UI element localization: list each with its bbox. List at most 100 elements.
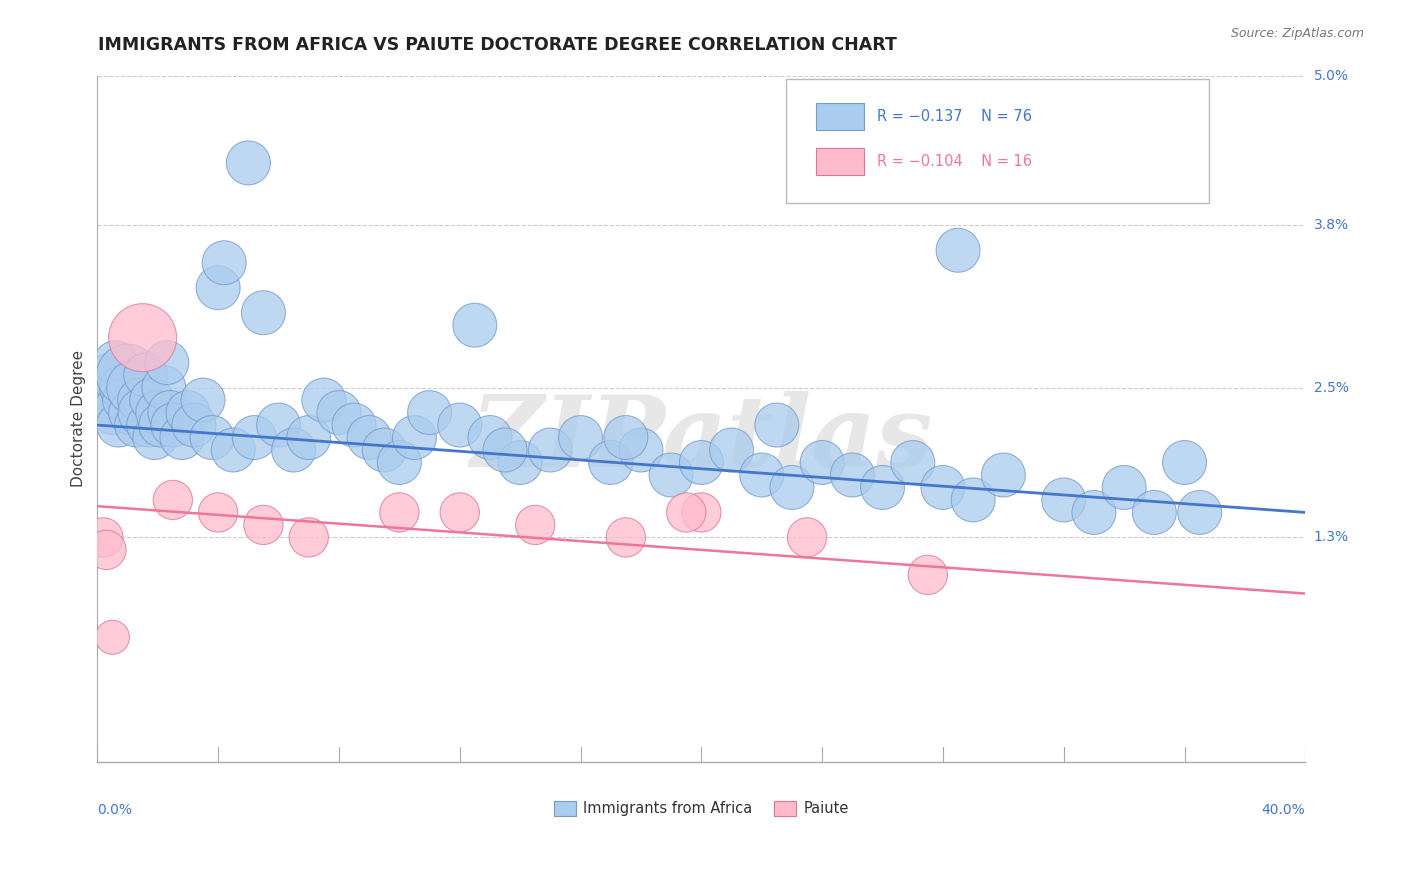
Point [101,630,124,644]
Point [125,418,148,433]
Point [524,517,547,532]
Legend: Immigrants from Africa, Paiute: Immigrants from Africa, Paiute [547,794,856,823]
Point [478,431,501,445]
Point [1083,505,1105,519]
Text: ZIPatlas: ZIPatlas [470,392,932,488]
Point [780,480,803,494]
Point [146,406,169,420]
Point [222,442,245,457]
Point [128,393,150,408]
Text: 1.3%: 1.3% [1313,531,1348,544]
Point [191,393,214,408]
Point [183,418,205,433]
Point [796,530,818,544]
Point [614,431,637,445]
Point [494,442,516,457]
Point [131,331,153,345]
Point [901,455,924,469]
Text: R = −0.104    N = 16: R = −0.104 N = 16 [876,153,1032,169]
Point [464,318,486,333]
Point [207,281,229,295]
Point [538,442,561,457]
Point [101,406,124,420]
Point [993,467,1015,482]
Point [449,418,471,433]
Point [252,306,274,320]
Point [96,393,118,408]
Point [388,455,411,469]
Point [946,244,969,258]
Point [117,368,139,383]
Point [131,406,153,420]
Point [122,381,145,395]
Point [1114,480,1136,494]
Text: IMMIGRANTS FROM AFRICA VS PAIUTE DOCTORATE DEGREE CORRELATION CHART: IMMIGRANTS FROM AFRICA VS PAIUTE DOCTORA… [98,36,897,54]
Point [1053,492,1076,507]
Point [156,356,179,370]
Point [1188,505,1211,519]
Text: 2.5%: 2.5% [1313,381,1348,394]
Point [690,455,713,469]
Point [298,530,321,544]
Point [359,431,381,445]
Point [93,530,115,544]
Point [614,530,637,544]
Point [312,393,335,408]
Point [207,505,229,519]
Point [509,455,531,469]
Text: R = −0.137    N = 76: R = −0.137 N = 76 [876,109,1032,124]
Point [159,406,181,420]
Point [659,467,682,482]
Point [143,431,166,445]
Point [238,156,260,170]
Point [114,393,136,408]
Point [872,480,894,494]
Text: Source: ZipAtlas.com: Source: ZipAtlas.com [1230,27,1364,40]
Point [419,406,441,420]
Point [177,406,200,420]
Point [104,356,127,370]
Point [212,256,235,270]
Point [404,431,426,445]
Point [841,467,863,482]
Point [138,418,160,433]
Point [110,381,132,395]
Point [252,517,274,532]
Point [1143,505,1166,519]
Text: 3.8%: 3.8% [1313,219,1348,232]
Point [388,505,411,519]
Point [162,492,184,507]
FancyBboxPatch shape [815,147,865,175]
Text: 0.0%: 0.0% [97,804,132,817]
Point [932,480,955,494]
Point [120,406,142,420]
Point [962,492,984,507]
Point [152,381,174,395]
Point [690,505,713,519]
Point [751,467,773,482]
Point [766,418,789,433]
Point [141,393,163,408]
Point [675,505,697,519]
Point [449,505,471,519]
Point [298,431,321,445]
Point [162,418,184,433]
Point [599,455,621,469]
Point [1174,455,1197,469]
Point [917,567,939,582]
Point [135,368,157,383]
Point [343,418,366,433]
Point [373,442,395,457]
Point [170,431,193,445]
FancyBboxPatch shape [815,103,865,130]
Point [630,442,652,457]
Point [569,431,592,445]
Point [107,418,129,433]
Point [811,455,834,469]
Point [267,418,290,433]
Y-axis label: Doctorate Degree: Doctorate Degree [72,351,86,487]
Point [283,442,305,457]
Text: 5.0%: 5.0% [1313,69,1348,83]
Point [96,542,118,557]
Point [243,431,266,445]
